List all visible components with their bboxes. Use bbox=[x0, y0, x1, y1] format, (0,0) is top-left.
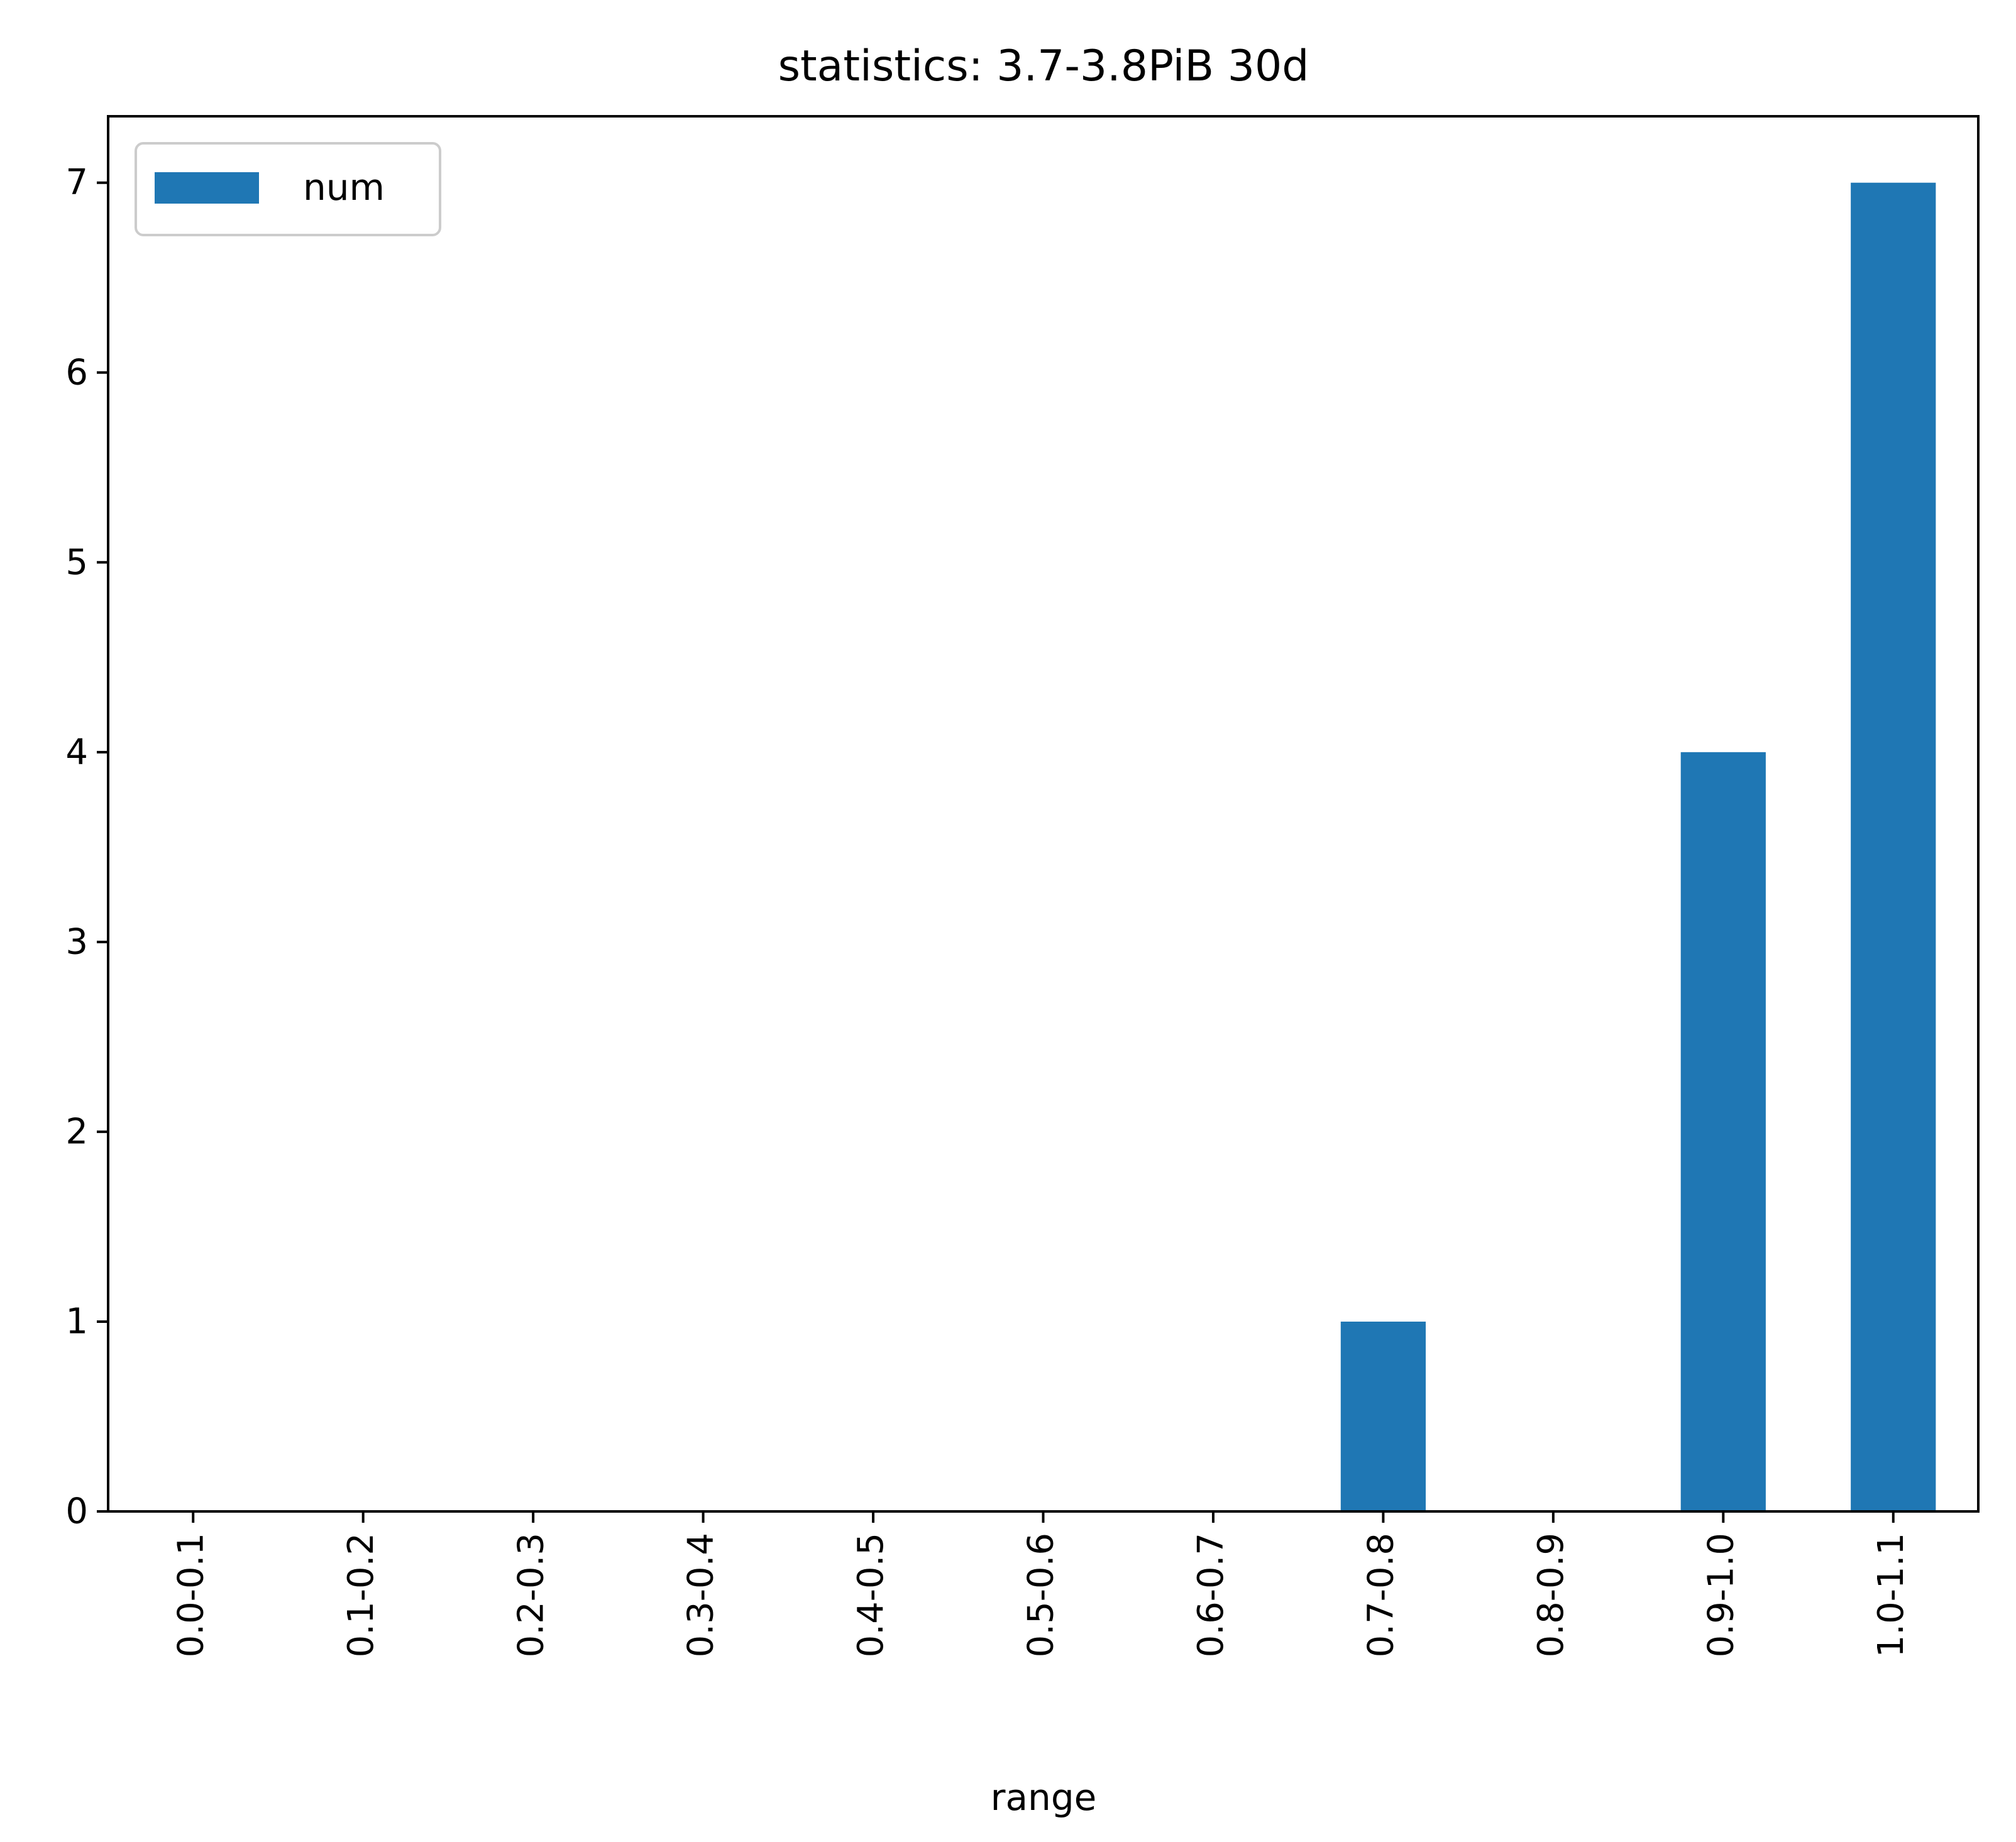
y-tick-label: 1 bbox=[65, 1301, 88, 1342]
plot-frame bbox=[107, 115, 1980, 1513]
x-tick-label: 0.3-0.4 bbox=[681, 1533, 722, 1657]
y-tick-label: 0 bbox=[65, 1491, 88, 1532]
legend-swatch bbox=[155, 172, 259, 204]
bar-0.7-0.8 bbox=[1340, 1321, 1426, 1511]
y-tick-label: 2 bbox=[65, 1111, 88, 1152]
y-tick-label: 3 bbox=[65, 921, 88, 962]
x-tick-label: 0.4-0.5 bbox=[851, 1533, 891, 1657]
bar-0.9-1.0 bbox=[1680, 752, 1766, 1511]
y-axis: 0 1 2 3 4 5 6 7 bbox=[65, 162, 108, 1532]
y-tick-label: 5 bbox=[65, 542, 88, 583]
y-tick-label: 4 bbox=[65, 732, 88, 772]
x-tick-label: 0.5-0.6 bbox=[1021, 1533, 1062, 1657]
x-tick-label: 0.0-0.1 bbox=[170, 1533, 211, 1657]
x-tick-label: 0.1-0.2 bbox=[341, 1533, 382, 1657]
legend-box bbox=[135, 142, 441, 236]
x-tick-label: 0.9-1.0 bbox=[1700, 1533, 1741, 1657]
y-tick-label: 7 bbox=[65, 162, 88, 203]
x-tick-label: 0.8-0.9 bbox=[1531, 1533, 1572, 1657]
x-axis: 0.0-0.1 0.1-0.2 0.2-0.3 0.3-0.4 0.4-0.5 0.5-0… bbox=[170, 1511, 1912, 1657]
plot-area bbox=[1340, 182, 1936, 1511]
legend-label: num bbox=[303, 166, 385, 209]
x-tick-label: 0.7-0.8 bbox=[1361, 1533, 1402, 1657]
x-tick-label: 1.0-1.1 bbox=[1871, 1533, 1912, 1657]
x-tick-label: 0.6-0.7 bbox=[1191, 1533, 1231, 1657]
x-axis-label: range bbox=[991, 1776, 1097, 1819]
bar-1.0-1.1 bbox=[1851, 182, 1936, 1511]
y-tick-label: 6 bbox=[65, 352, 88, 393]
legend: num bbox=[135, 142, 441, 236]
chart-title: statistics: 3.7-3.8PiB 30d bbox=[778, 41, 1309, 91]
x-tick-label: 0.2-0.3 bbox=[510, 1533, 551, 1657]
